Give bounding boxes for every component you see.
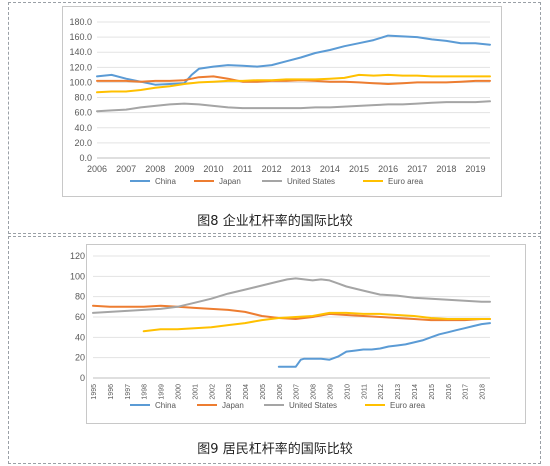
x-tick-label: 2008 <box>311 384 318 400</box>
legend-label: China <box>155 401 176 410</box>
y-tick-label: 140.0 <box>69 47 92 57</box>
x-tick-label: 2010 <box>344 384 351 400</box>
y-tick-label: 0.0 <box>79 153 92 163</box>
x-tick-label: 2017 <box>407 164 427 174</box>
legend-label: Euro area <box>390 401 426 410</box>
x-tick-label: 1999 <box>159 384 166 400</box>
x-tick-label: 1996 <box>108 384 115 400</box>
figure-caption: 图9 居民杠杆率的国际比较 <box>197 442 353 457</box>
series-line <box>96 100 491 113</box>
x-tick-label: 2006 <box>87 164 107 174</box>
series-line <box>277 322 491 368</box>
x-tick-label: 2014 <box>320 164 340 174</box>
x-tick-label: 2001 <box>192 384 199 400</box>
x-tick-label: 2015 <box>349 164 369 174</box>
x-tick-label: 2010 <box>203 164 223 174</box>
x-tick-label: 2019 <box>465 164 485 174</box>
x-tick-label: 2009 <box>174 164 194 174</box>
y-tick-label: 80.0 <box>74 93 92 103</box>
x-tick-label: 2012 <box>262 164 282 174</box>
y-tick-label: 60.0 <box>74 108 92 118</box>
y-tick-label: 40.0 <box>74 123 92 133</box>
series-line <box>96 73 491 94</box>
x-tick-label: 1998 <box>142 384 149 400</box>
chart-area-box <box>86 244 526 424</box>
series-line <box>96 34 491 86</box>
x-tick-label: 2015 <box>429 384 436 400</box>
x-tick-label: 2018 <box>436 164 456 174</box>
x-tick-label: 2011 <box>361 384 368 399</box>
y-tick-label: 20.0 <box>74 138 92 148</box>
x-tick-label: 2018 <box>480 384 487 400</box>
y-tick-label: 180.0 <box>69 17 92 27</box>
x-tick-label: 2013 <box>291 164 311 174</box>
series-line <box>92 304 491 322</box>
figure-caption: 图8 企业杠杆率的国际比较 <box>197 214 353 229</box>
y-tick-label: 60 <box>75 312 85 322</box>
series-line <box>142 311 491 333</box>
legend-label: United States <box>287 177 335 186</box>
legend-label: United States <box>289 401 337 410</box>
x-tick-label: 2014 <box>412 384 419 400</box>
series-line <box>92 277 491 314</box>
y-tick-label: 120 <box>70 251 85 261</box>
x-tick-label: 2005 <box>260 384 267 400</box>
legend-label: Japan <box>222 401 244 410</box>
x-tick-label: 2007 <box>294 384 301 400</box>
y-tick-label: 160.0 <box>69 32 92 42</box>
x-tick-label: 2002 <box>209 384 216 400</box>
y-tick-label: 40 <box>75 332 85 342</box>
y-tick-label: 100.0 <box>69 77 92 87</box>
legend-label: Euro area <box>388 177 424 186</box>
x-tick-label: 2012 <box>378 384 385 400</box>
x-tick-label: 1997 <box>125 384 132 400</box>
legend-label: Japan <box>219 177 241 186</box>
y-tick-label: 80 <box>75 292 85 302</box>
x-tick-label: 2006 <box>277 384 284 400</box>
y-tick-label: 100 <box>70 271 85 281</box>
chart-area-box <box>62 6 502 197</box>
series-line <box>96 75 491 85</box>
x-tick-label: 1995 <box>91 384 98 400</box>
y-tick-label: 0 <box>80 373 85 383</box>
x-tick-label: 2004 <box>243 384 250 400</box>
x-tick-label: 2013 <box>395 384 402 400</box>
legend-label: China <box>155 177 176 186</box>
x-tick-label: 2000 <box>175 384 182 400</box>
x-tick-label: 2017 <box>463 384 470 400</box>
x-tick-label: 2008 <box>145 164 165 174</box>
x-tick-label: 2011 <box>233 164 252 174</box>
x-tick-label: 2007 <box>116 164 136 174</box>
x-tick-label: 2016 <box>446 384 453 400</box>
y-tick-label: 20 <box>75 353 85 363</box>
y-tick-label: 120.0 <box>69 62 92 72</box>
x-tick-label: 2003 <box>226 384 233 400</box>
figure-9-frame <box>8 236 541 464</box>
figure-8-frame <box>8 2 541 234</box>
x-tick-label: 2016 <box>378 164 398 174</box>
x-tick-label: 2009 <box>328 384 335 400</box>
